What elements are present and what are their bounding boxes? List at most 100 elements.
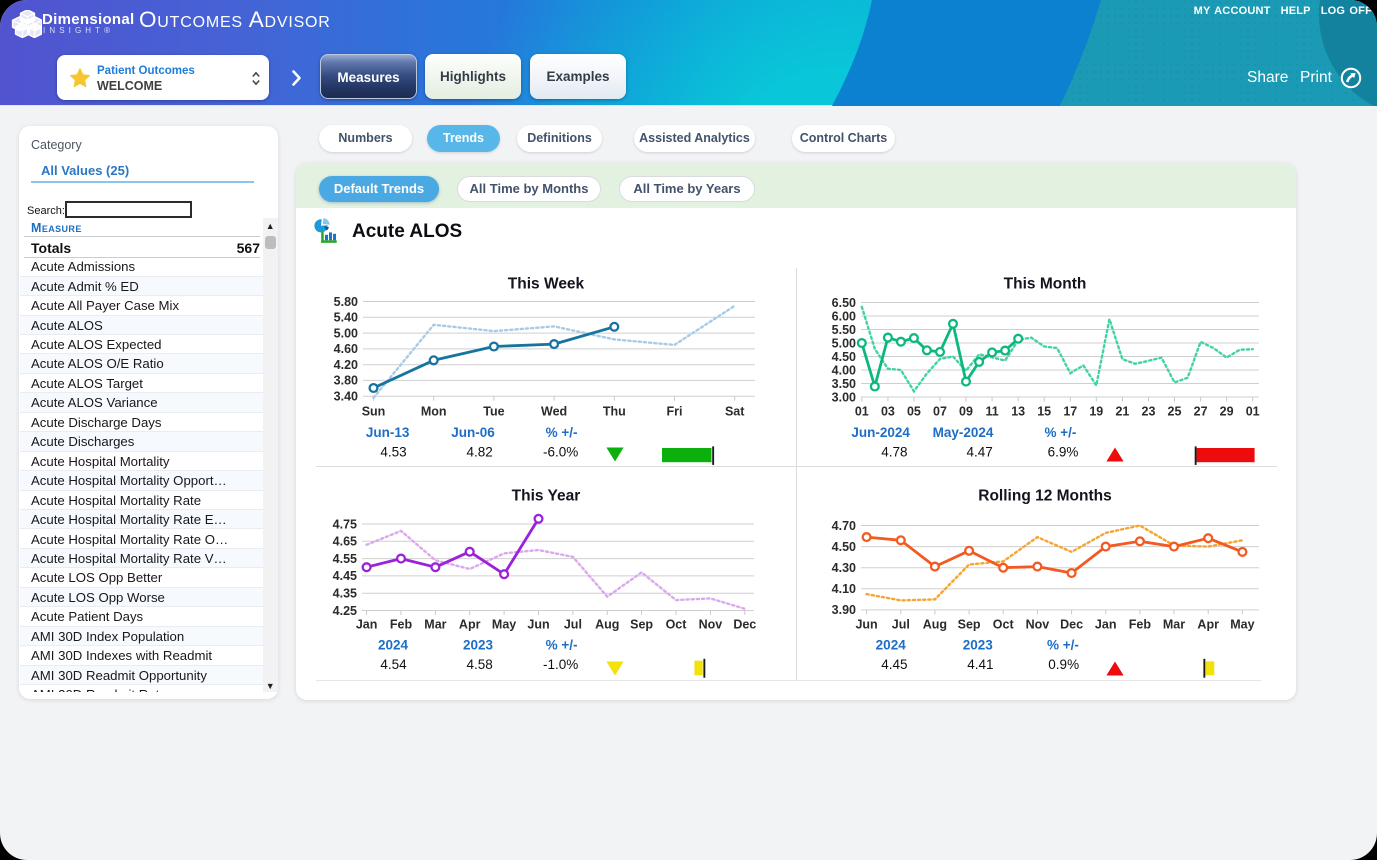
svg-text:-6.0%: -6.0%	[543, 445, 578, 460]
svg-text:Jan: Jan	[1095, 618, 1117, 632]
svg-text:4.35: 4.35	[333, 587, 357, 601]
svg-text:Fri: Fri	[667, 405, 683, 419]
svg-text:6.00: 6.00	[832, 309, 856, 323]
svg-text:Sep: Sep	[958, 618, 981, 632]
svg-text:Wed: Wed	[541, 405, 567, 419]
svg-text:4.25: 4.25	[333, 604, 357, 618]
svg-text:Mar: Mar	[424, 618, 446, 632]
svg-text:May: May	[1230, 618, 1254, 632]
svg-text:Jun-2024: Jun-2024	[851, 425, 910, 440]
svg-text:Feb: Feb	[1129, 618, 1152, 632]
svg-text:4.70: 4.70	[832, 519, 856, 533]
svg-text:27: 27	[1194, 405, 1208, 419]
svg-text:01: 01	[1246, 405, 1260, 419]
svg-text:09: 09	[959, 405, 973, 419]
svg-text:4.65: 4.65	[333, 535, 357, 549]
svg-text:3.50: 3.50	[832, 377, 856, 391]
svg-text:Jul: Jul	[564, 618, 582, 632]
svg-text:Aug: Aug	[595, 618, 619, 632]
svg-text:Feb: Feb	[390, 618, 413, 632]
svg-text:5.40: 5.40	[334, 311, 358, 325]
svg-text:Mar: Mar	[1163, 618, 1185, 632]
svg-text:0.9%: 0.9%	[1048, 657, 1079, 672]
svg-text:Apr: Apr	[1197, 618, 1219, 632]
svg-text:4.78: 4.78	[881, 445, 907, 460]
svg-text:4.30: 4.30	[832, 561, 856, 575]
svg-text:Thu: Thu	[603, 405, 626, 419]
svg-text:Nov: Nov	[699, 618, 723, 632]
svg-text:% +/-: % +/-	[546, 425, 578, 440]
svg-text:% +/-: % +/-	[1047, 638, 1079, 653]
svg-text:03: 03	[881, 405, 895, 419]
svg-text:Dec: Dec	[1060, 618, 1083, 632]
svg-text:May-2024: May-2024	[933, 425, 994, 440]
svg-text:4.00: 4.00	[832, 363, 856, 377]
svg-text:Apr: Apr	[459, 618, 481, 632]
svg-text:3.40: 3.40	[334, 390, 358, 404]
svg-text:% +/-: % +/-	[546, 638, 578, 653]
svg-text:Sat: Sat	[725, 405, 745, 419]
svg-text:-1.0%: -1.0%	[543, 657, 578, 672]
svg-text:4.10: 4.10	[832, 582, 856, 596]
svg-text:23: 23	[1142, 405, 1156, 419]
svg-text:2024: 2024	[378, 638, 409, 653]
svg-text:2023: 2023	[963, 638, 994, 653]
svg-text:Oct: Oct	[666, 618, 688, 632]
svg-text:17: 17	[1063, 405, 1077, 419]
svg-text:Oct: Oct	[993, 618, 1015, 632]
svg-text:3.00: 3.00	[832, 390, 856, 404]
svg-text:This Month: This Month	[1004, 276, 1087, 293]
svg-text:4.82: 4.82	[466, 445, 492, 460]
svg-text:Sun: Sun	[362, 405, 386, 419]
svg-text:4.58: 4.58	[466, 657, 492, 672]
svg-text:4.41: 4.41	[967, 657, 993, 672]
svg-text:Jun-13: Jun-13	[366, 425, 410, 440]
svg-text:Aug: Aug	[923, 618, 947, 632]
svg-text:6.9%: 6.9%	[1048, 445, 1079, 460]
svg-text:Jul: Jul	[892, 618, 910, 632]
svg-text:Jun-06: Jun-06	[451, 425, 495, 440]
svg-text:4.54: 4.54	[380, 657, 407, 672]
svg-text:5.00: 5.00	[334, 326, 358, 340]
svg-text:4.75: 4.75	[333, 517, 357, 531]
svg-text:Jan: Jan	[356, 618, 378, 632]
svg-text:Mon: Mon	[421, 405, 447, 419]
svg-text:4.60: 4.60	[334, 342, 358, 356]
svg-text:13: 13	[1011, 405, 1025, 419]
svg-text:Nov: Nov	[1026, 618, 1050, 632]
svg-text:% +/-: % +/-	[1045, 425, 1077, 440]
svg-text:4.47: 4.47	[966, 445, 992, 460]
svg-text:07: 07	[933, 405, 947, 419]
svg-text:5.00: 5.00	[832, 336, 856, 350]
svg-text:3.90: 3.90	[832, 603, 856, 617]
svg-text:01: 01	[855, 405, 869, 419]
svg-text:4.55: 4.55	[333, 552, 357, 566]
svg-text:4.45: 4.45	[881, 657, 907, 672]
svg-text:4.20: 4.20	[334, 358, 358, 372]
svg-text:Tue: Tue	[483, 405, 504, 419]
svg-text:Sep: Sep	[630, 618, 653, 632]
svg-text:5.50: 5.50	[832, 323, 856, 337]
svg-text:29: 29	[1220, 405, 1234, 419]
svg-text:15: 15	[1037, 405, 1051, 419]
svg-text:4.45: 4.45	[333, 569, 357, 583]
svg-text:This Year: This Year	[512, 488, 581, 505]
svg-text:2024: 2024	[876, 638, 907, 653]
svg-text:3.80: 3.80	[334, 374, 358, 388]
svg-text:4.50: 4.50	[832, 350, 856, 364]
svg-text:May: May	[492, 618, 516, 632]
svg-text:Jun: Jun	[527, 618, 549, 632]
svg-text:6.50: 6.50	[832, 296, 856, 310]
svg-text:19: 19	[1089, 405, 1103, 419]
svg-text:This Week: This Week	[508, 276, 585, 293]
svg-text:Jun: Jun	[855, 618, 877, 632]
svg-text:25: 25	[1168, 405, 1182, 419]
svg-text:5.80: 5.80	[334, 295, 358, 309]
svg-text:21: 21	[1115, 405, 1129, 419]
svg-text:11: 11	[985, 405, 998, 419]
svg-text:05: 05	[907, 405, 921, 419]
svg-text:Rolling 12 Months: Rolling 12 Months	[978, 488, 1111, 505]
svg-text:2023: 2023	[463, 638, 494, 653]
svg-text:4.53: 4.53	[380, 445, 406, 460]
svg-text:Dec: Dec	[733, 618, 756, 632]
